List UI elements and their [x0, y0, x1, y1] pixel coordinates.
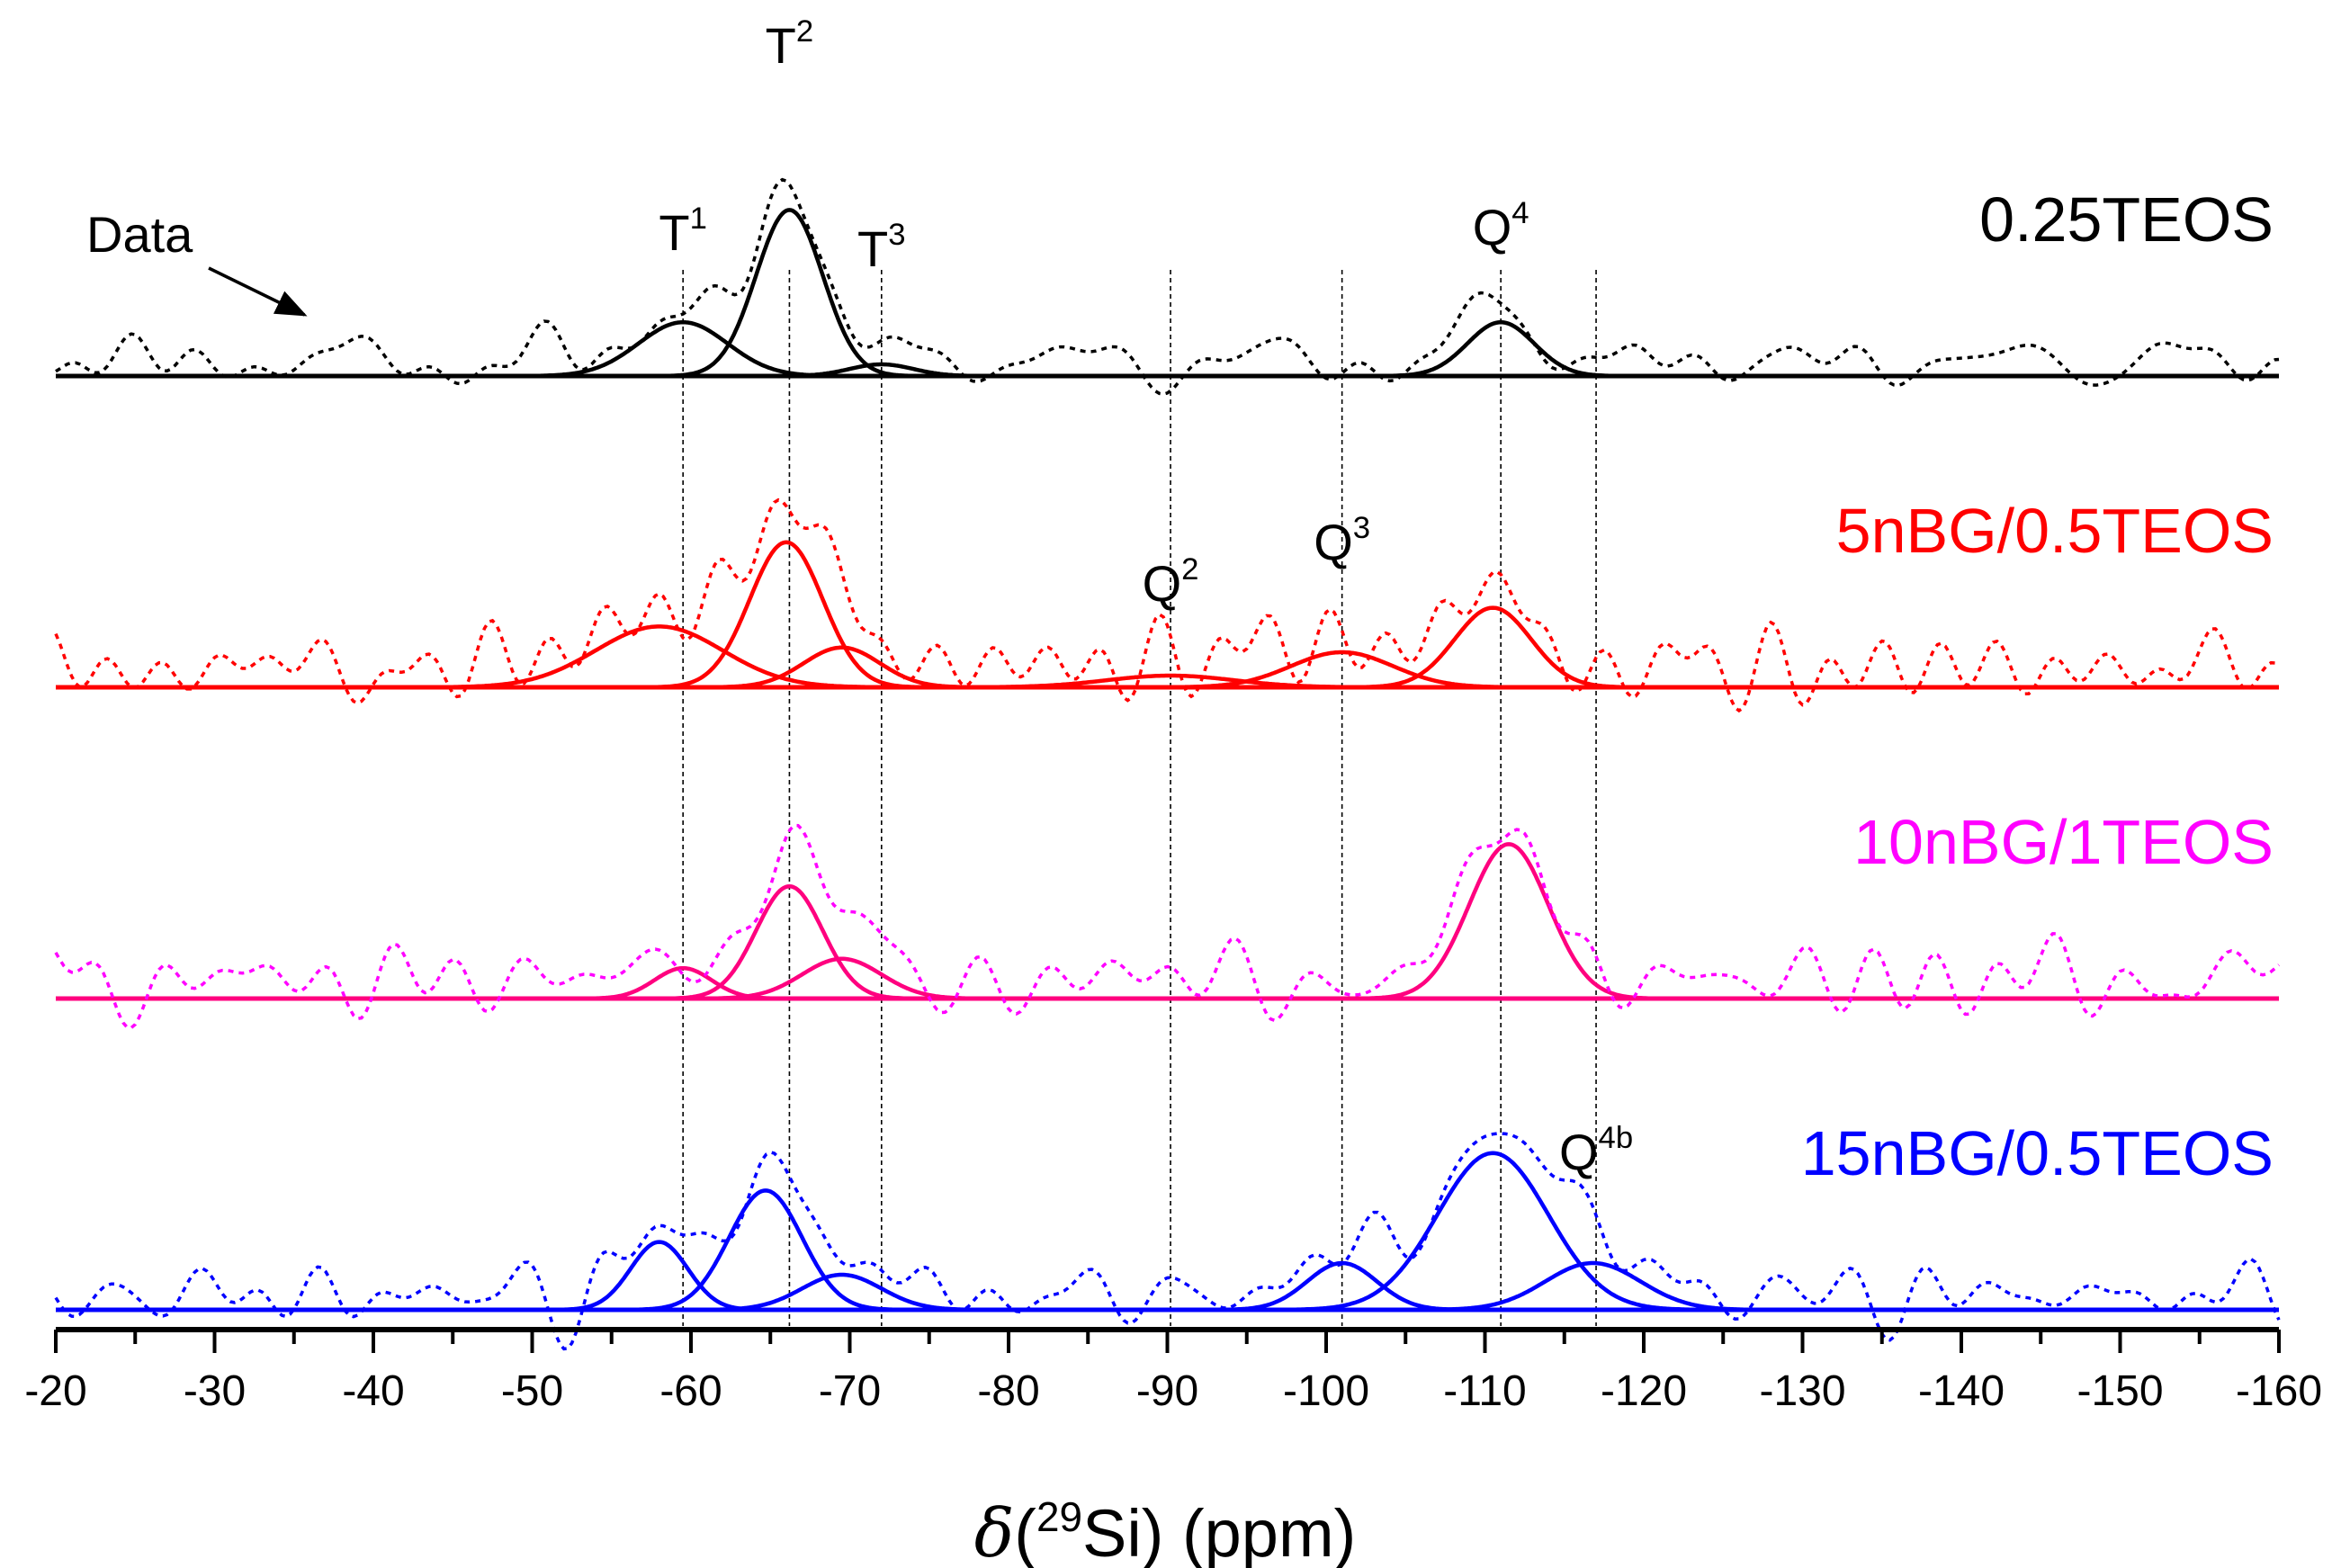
x-axis-title-open: (	[1014, 1496, 1036, 1568]
peak-label-T1: T1	[659, 202, 707, 261]
fit-peak-4	[1270, 1151, 1716, 1313]
peak-label-T2: T2	[766, 14, 814, 74]
fit-peak-0	[570, 965, 798, 1001]
series-label: 0.25TEOS	[1979, 184, 2274, 255]
series-1: 5nBG/0.5TEOS	[54, 496, 2281, 713]
fit-peak-5	[1340, 605, 1646, 690]
x-tick-label: -30	[184, 1367, 246, 1415]
fit-peak-3	[1367, 319, 1635, 379]
x-axis-title: δ(29Si) (ppm)	[974, 1493, 1357, 1568]
x-tick-label: -50	[501, 1367, 563, 1415]
fit-peak-2	[683, 1272, 1001, 1313]
x-tick-label: -100	[1283, 1367, 1369, 1415]
series-2: 10nBG/1TEOS	[54, 807, 2281, 1030]
reference-lines	[682, 270, 1597, 1326]
fit-peak-3	[916, 673, 1425, 690]
series-label: 5nBG/0.5TEOS	[1836, 496, 2274, 566]
data-annotation: Data	[86, 206, 193, 263]
data-trace	[54, 497, 2281, 713]
spectra-series: 0.25TEOS 5nBG/0.5TEOS 10nBG/1TEOS 15nBG/0.5…	[54, 177, 2281, 1351]
x-tick-label: -140	[1918, 1367, 2005, 1415]
series-label: 10nBG/1TEOS	[1853, 807, 2274, 877]
fit-peak-1	[640, 540, 933, 690]
fit-peak-2	[689, 645, 995, 690]
data-annotation-arrow	[208, 266, 308, 317]
peak-labels: T1 T2 T3 Q4 Q2 Q3 Q4b Data	[86, 14, 1633, 1180]
x-axis-title-unit: ) (ppm)	[1142, 1496, 1356, 1568]
fit-peak-2	[683, 956, 1001, 1001]
fit-peak-1	[656, 208, 923, 379]
x-axis-title-isotope: 29	[1036, 1493, 1082, 1540]
x-tick-label: -130	[1759, 1367, 1845, 1415]
fit-peak-4	[1138, 650, 1546, 690]
peak-label-T3: T3	[857, 218, 906, 277]
fit-peak-1	[619, 1188, 912, 1313]
data-trace	[55, 177, 2280, 396]
fit-peak-5	[1402, 1260, 1784, 1313]
x-tick-label: -80	[977, 1367, 1039, 1415]
x-tick-label: -160	[2236, 1367, 2322, 1415]
series-label: 15nBG/0.5TEOS	[1801, 1118, 2274, 1188]
peak-label-Q2: Q2	[1143, 552, 1199, 612]
x-tick-label: -90	[1136, 1367, 1198, 1415]
x-axis-title-element: Si	[1082, 1496, 1142, 1568]
x-axis-title-symbol: δ	[974, 1495, 1015, 1568]
x-tick-label: -70	[819, 1367, 881, 1415]
x-tick-label: -110	[1443, 1367, 1527, 1415]
peak-label-Q3: Q3	[1314, 511, 1370, 570]
x-tick-label: -60	[659, 1367, 722, 1415]
series-0: 0.25TEOS	[55, 177, 2280, 396]
fit-peak-1	[656, 883, 923, 1001]
peak-label-Q4: Q4	[1473, 196, 1529, 255]
fit-peak-0	[546, 1240, 774, 1313]
fit-peak-3	[1350, 842, 1668, 1001]
data-trace	[54, 823, 2281, 1030]
x-axis: -20 -30 -40 -50 -60 -70 -80 -90 -100 -110 -120 -130…	[24, 1327, 2322, 1415]
x-tick-label: -150	[2076, 1367, 2163, 1415]
fit-peak-0	[405, 624, 914, 690]
x-tick-label: -40	[342, 1367, 404, 1415]
data-trace	[54, 1132, 2281, 1351]
x-tick-label: -120	[1601, 1367, 1687, 1415]
peak-label-Q4b: Q4b	[1559, 1121, 1633, 1180]
x-tick-label: -20	[24, 1367, 86, 1415]
series-3: 15nBG/0.5TEOS	[54, 1118, 2281, 1351]
